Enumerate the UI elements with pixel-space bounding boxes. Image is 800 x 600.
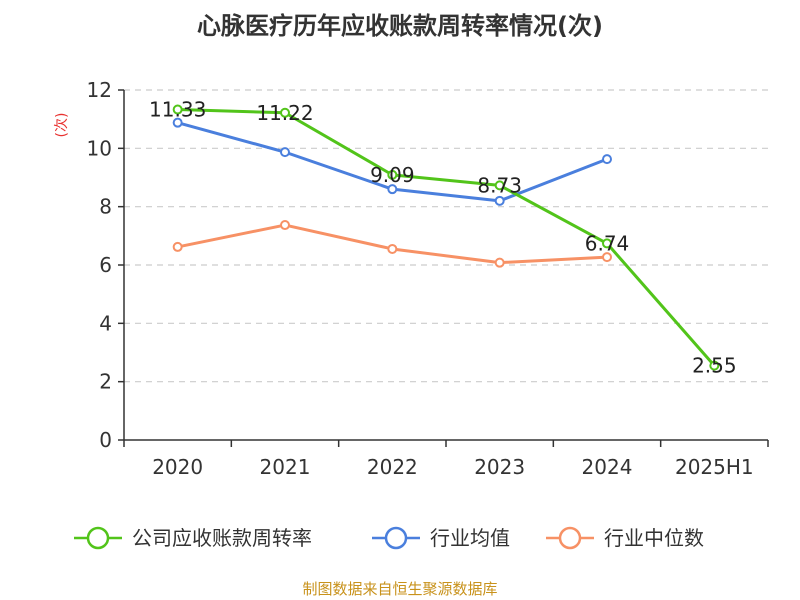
x-tick-label: 2022 bbox=[367, 455, 418, 479]
data-labels: 11.33 11.22 9.09 8.73 6.74 2.55 bbox=[149, 98, 737, 378]
data-label: 11.22 bbox=[256, 101, 313, 125]
chart-title: 心脉医疗历年应收账款周转率情况(次) bbox=[197, 12, 603, 40]
series-line bbox=[177, 108, 716, 367]
data-label: 2.55 bbox=[692, 354, 737, 378]
data-point[interactable] bbox=[280, 220, 290, 231]
legend[interactable]: 公司应收账款周转率 行业均值 行业中位数 bbox=[74, 526, 704, 550]
legend-label[interactable]: 行业均值 bbox=[430, 526, 510, 550]
data-point[interactable] bbox=[172, 104, 183, 115]
data-point[interactable] bbox=[494, 180, 505, 191]
y-tick-label: 0 bbox=[99, 428, 112, 452]
y-tick-label: 10 bbox=[87, 136, 112, 160]
y-tick-label: 8 bbox=[99, 195, 112, 219]
series bbox=[172, 104, 720, 371]
legend-marker bbox=[86, 526, 110, 550]
data-label: 9.09 bbox=[370, 163, 415, 187]
grid-lines bbox=[124, 89, 768, 383]
legend-marker bbox=[384, 526, 408, 550]
data-point[interactable] bbox=[494, 195, 505, 206]
legend-label[interactable]: 公司应收账款周转率 bbox=[132, 526, 312, 550]
data-point[interactable] bbox=[602, 238, 612, 249]
axes: 0 2 4 6 8 10 12 2020 2021 2022 2023 2024 2025H1 bbox=[87, 78, 769, 479]
x-tick-label: 2024 bbox=[582, 455, 633, 479]
x-tick-label: 2023 bbox=[474, 455, 525, 479]
y-tick-label: 12 bbox=[87, 78, 112, 102]
series-line bbox=[177, 223, 608, 265]
y-tick-label: 2 bbox=[99, 370, 112, 394]
data-point[interactable] bbox=[280, 147, 290, 158]
y-tick-label: 4 bbox=[99, 311, 112, 335]
data-label: 8.73 bbox=[477, 173, 522, 197]
data-label: 6.74 bbox=[585, 231, 630, 255]
data-point[interactable] bbox=[494, 257, 505, 268]
source-note: 制图数据来自恒生聚源数据库 bbox=[302, 580, 497, 598]
data-label: 11.33 bbox=[149, 98, 206, 122]
y-tick-label: 6 bbox=[99, 253, 112, 277]
legend-marker bbox=[558, 526, 582, 550]
data-point[interactable] bbox=[387, 169, 398, 180]
y-axis-label: (次) bbox=[54, 113, 70, 138]
x-tick-label: 2025H1 bbox=[675, 455, 754, 479]
data-point[interactable] bbox=[387, 184, 398, 195]
data-point[interactable] bbox=[172, 241, 183, 252]
data-point[interactable] bbox=[387, 243, 398, 254]
data-point[interactable] bbox=[602, 154, 612, 165]
data-point[interactable] bbox=[709, 360, 720, 371]
x-tick-label: 2020 bbox=[152, 455, 203, 479]
data-point[interactable] bbox=[172, 117, 183, 128]
data-point[interactable] bbox=[280, 107, 290, 118]
data-point[interactable] bbox=[602, 252, 612, 263]
x-tick-label: 2021 bbox=[260, 455, 311, 479]
legend-label[interactable]: 行业中位数 bbox=[604, 526, 704, 550]
